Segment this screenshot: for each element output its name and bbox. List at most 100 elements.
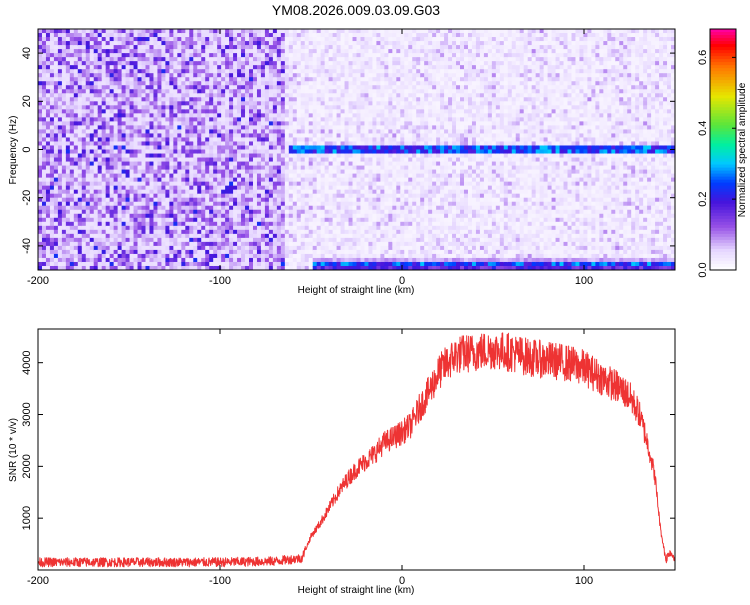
heatmap-cell bbox=[360, 241, 366, 247]
heatmap-cell bbox=[133, 109, 139, 114]
heatmap-cell bbox=[241, 41, 246, 46]
heatmap-cell bbox=[304, 225, 310, 231]
heatmap-cell bbox=[137, 217, 143, 223]
heatmap-cell bbox=[348, 229, 354, 235]
heatmap-cell bbox=[57, 121, 63, 126]
heatmap-cell bbox=[73, 145, 79, 151]
heatmap-cell bbox=[217, 97, 222, 102]
heatmap-cell bbox=[93, 161, 99, 167]
heatmap-cell bbox=[237, 113, 242, 118]
heatmap-cell bbox=[213, 133, 218, 139]
heatmap-cell bbox=[308, 89, 314, 94]
heatmap-cell bbox=[252, 217, 258, 223]
heatmap-cell bbox=[41, 37, 47, 42]
heatmap-cell bbox=[157, 137, 163, 143]
heatmap-cell bbox=[125, 201, 131, 207]
heatmap-cell bbox=[320, 149, 326, 155]
heatmap-cell bbox=[205, 185, 210, 191]
heatmap-cell bbox=[137, 109, 143, 114]
heatmap-cell bbox=[260, 229, 266, 235]
heatmap-cell bbox=[129, 113, 135, 118]
heatmap-cell bbox=[53, 105, 59, 110]
heatmap-cell bbox=[61, 245, 67, 251]
heatmap-cell bbox=[161, 241, 166, 247]
heatmap-cell bbox=[217, 117, 222, 122]
heatmap-cell bbox=[177, 129, 182, 135]
heatmap-cell bbox=[221, 37, 226, 42]
heatmap-cell bbox=[93, 61, 99, 66]
heatmap-cell bbox=[225, 65, 230, 70]
heatmap-cell bbox=[181, 213, 186, 219]
heatmap-cell bbox=[149, 213, 155, 219]
heatmap-cell bbox=[348, 101, 354, 106]
heatmap-cell bbox=[308, 53, 314, 58]
heatmap-cell bbox=[245, 221, 250, 227]
heatmap-cell bbox=[256, 217, 262, 223]
heatmap-cell bbox=[165, 49, 170, 54]
heatmap-cell bbox=[45, 197, 51, 203]
heatmap-cell bbox=[165, 61, 170, 66]
heatmap-cell bbox=[364, 169, 370, 175]
heatmap-cell bbox=[260, 125, 266, 131]
heatmap-cell bbox=[93, 205, 99, 211]
heatmap-cell bbox=[336, 145, 342, 151]
heatmap-cell bbox=[129, 217, 135, 223]
heatmap-cell bbox=[89, 145, 95, 151]
heatmap-cell bbox=[332, 85, 338, 90]
heatmap-cell bbox=[69, 49, 75, 54]
heatmap-cell bbox=[53, 161, 59, 167]
heatmap-cell bbox=[296, 181, 302, 187]
heatmap-cell bbox=[193, 229, 198, 235]
heatmap-cell bbox=[125, 193, 131, 199]
heatmap-cell bbox=[360, 45, 366, 50]
heatmap-cell bbox=[316, 137, 322, 143]
heatmap-cell bbox=[121, 121, 127, 126]
heatmap-cell bbox=[65, 201, 71, 207]
heatmap-cell bbox=[97, 137, 103, 143]
heatmap-cell bbox=[53, 157, 59, 163]
heatmap-cell bbox=[169, 249, 174, 255]
heatmap-cell bbox=[280, 169, 286, 175]
heatmap-cell bbox=[153, 245, 159, 251]
heatmap-cell bbox=[73, 253, 79, 259]
heatmap-cell bbox=[320, 133, 326, 139]
heatmap-cell bbox=[173, 105, 178, 110]
heatmap-cell bbox=[73, 81, 79, 86]
heatmap-cell bbox=[105, 245, 111, 251]
heatmap-cell bbox=[97, 53, 103, 58]
heatmap-cell bbox=[73, 193, 79, 199]
heatmap-cell bbox=[264, 41, 270, 46]
heatmap-cell bbox=[348, 69, 354, 74]
heatmap-cell bbox=[173, 217, 178, 223]
heatmap-cell bbox=[292, 237, 298, 243]
heatmap-cell bbox=[332, 57, 338, 62]
heatmap-cell bbox=[241, 233, 246, 239]
heatmap-cell bbox=[53, 217, 59, 223]
heatmap-cell bbox=[280, 133, 286, 139]
heatmap-cell bbox=[348, 213, 354, 219]
heatmap-cell bbox=[169, 253, 174, 259]
heatmap-cell bbox=[296, 209, 302, 215]
heatmap-cell bbox=[97, 261, 103, 267]
heatmap-cell bbox=[97, 85, 103, 90]
heatmap-cell bbox=[252, 265, 258, 270]
heatmap-cell bbox=[288, 253, 294, 259]
heatmap-cell bbox=[280, 225, 286, 231]
heatmap-cell bbox=[205, 145, 210, 151]
heatmap-cell bbox=[344, 93, 350, 98]
heatmap-cell bbox=[264, 105, 270, 110]
heatmap-cell bbox=[256, 237, 262, 243]
heatmap-cell bbox=[241, 173, 246, 179]
heatmap-cell bbox=[320, 177, 326, 183]
heatmap-cell bbox=[77, 41, 83, 46]
heatmap-cell bbox=[320, 157, 326, 163]
heatmap-cell bbox=[225, 169, 230, 175]
heatmap-cell bbox=[165, 125, 170, 131]
heatmap-cell bbox=[237, 121, 242, 126]
heatmap-cell bbox=[213, 181, 218, 187]
heatmap-cell bbox=[352, 133, 358, 139]
heatmap-cell bbox=[364, 233, 370, 239]
heatmap-cell bbox=[121, 165, 127, 171]
heatmap-cell bbox=[272, 101, 278, 106]
heatmap-cell bbox=[300, 85, 306, 90]
